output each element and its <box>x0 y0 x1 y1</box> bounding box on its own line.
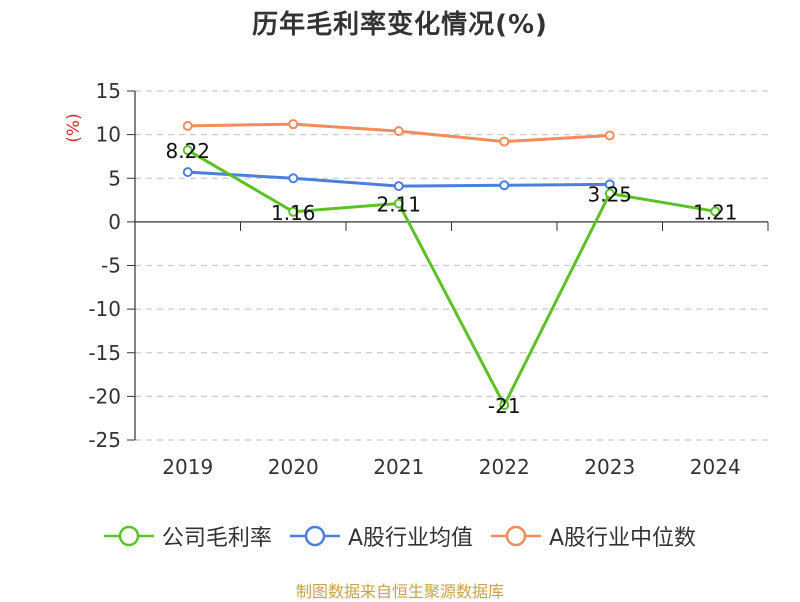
y-tick-label: 15 <box>96 79 121 103</box>
y-tick-label: 10 <box>96 123 121 147</box>
grid-lines <box>135 90 768 441</box>
data-label: -21 <box>488 394 521 418</box>
chart-title: 历年毛利率变化情况(%) <box>252 10 548 40</box>
legend-label: A股行业均值 <box>347 526 473 551</box>
y-tick-label: 0 <box>108 210 121 234</box>
data-point <box>499 400 510 411</box>
x-tick-label: 2021 <box>373 455 424 479</box>
data-label: 1.21 <box>693 200 738 224</box>
y-axis-label: (%) <box>64 113 84 142</box>
data-point <box>710 206 721 217</box>
x-tick-label: 2022 <box>479 455 530 479</box>
data-label: 1.16 <box>271 201 316 225</box>
data-point <box>288 206 299 217</box>
data-label: 8.22 <box>165 139 210 163</box>
chart-legend: 公司毛利率 A股行业均值 A股行业中位数 <box>0 518 800 554</box>
data-point <box>499 180 510 191</box>
data-point <box>604 130 615 141</box>
data-point <box>499 136 510 147</box>
x-tick-label: 2023 <box>584 455 635 479</box>
data-labels: 8.22 1.16 2.11 -21 3.25 1.21 <box>165 139 737 418</box>
y-tick-label: 5 <box>108 166 121 190</box>
legend-item[interactable]: A股行业中位数 <box>491 520 696 552</box>
legend-label: A股行业中位数 <box>549 526 697 551</box>
data-point <box>182 167 193 178</box>
y-tick-label: -15 <box>88 341 121 365</box>
series-lines <box>182 119 721 411</box>
legend-item[interactable]: A股行业均值 <box>289 520 473 552</box>
source-note: 制图数据来自恒生聚源数据库 <box>295 582 504 601</box>
data-point <box>393 198 404 209</box>
x-tick-label: 2020 <box>268 455 319 479</box>
data-label: 3.25 <box>587 183 632 207</box>
legend-line-marker-icon <box>491 525 541 547</box>
y-tick-label: -5 <box>101 254 121 278</box>
data-point <box>182 120 193 131</box>
x-tick-label: 2019 <box>162 455 213 479</box>
data-point <box>182 145 193 156</box>
y-tick-label: -20 <box>88 384 121 408</box>
legend-label: 公司毛利率 <box>161 526 272 551</box>
x-tick-label: 2024 <box>690 455 741 479</box>
data-point <box>604 188 615 199</box>
data-point <box>393 126 404 137</box>
legend-line-marker-icon <box>103 525 154 547</box>
data-label: 2.11 <box>376 192 421 216</box>
data-point <box>604 179 615 190</box>
y-tick-label: -10 <box>88 297 121 321</box>
legend-item[interactable]: 公司毛利率 <box>103 520 272 552</box>
data-point <box>288 119 299 130</box>
data-point <box>393 181 404 192</box>
axes: 15 10 5 0 -5 -10 -15 -20 -25 2019 2020 2021 2022 2023… <box>64 79 769 479</box>
legend-line-marker-icon <box>289 525 340 547</box>
data-point <box>288 173 299 184</box>
series-line <box>186 148 716 407</box>
y-tick-label: -25 <box>88 428 121 452</box>
